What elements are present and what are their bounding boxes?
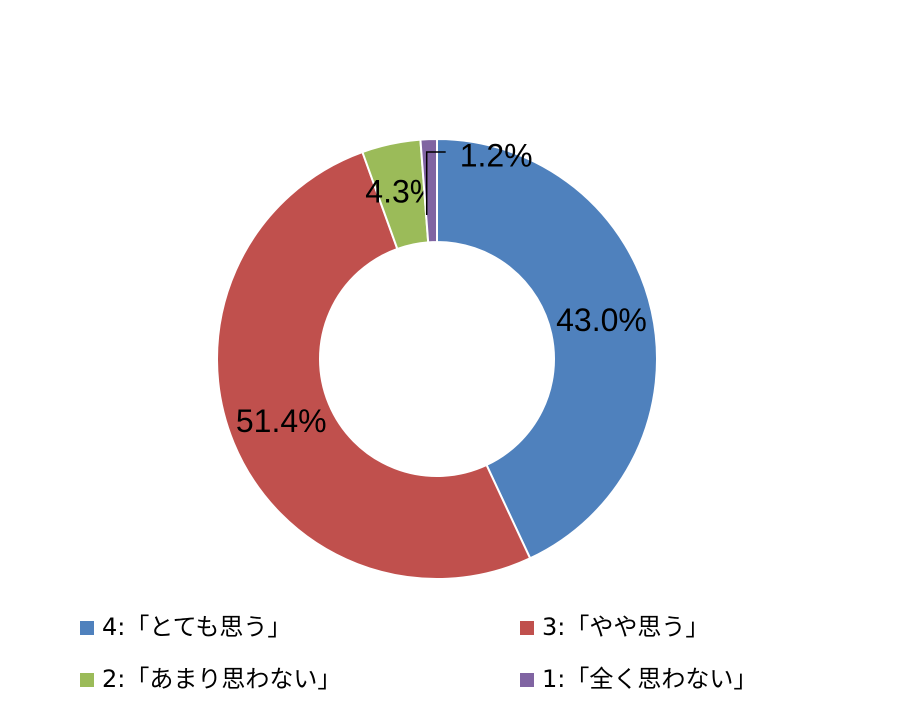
value-label: 43.0% [556,302,647,338]
value-label: 1.2% [460,137,533,173]
value-label: 51.4% [236,403,327,439]
legend-swatch [80,673,94,687]
legend-label: 3:「やや思う」 [542,613,709,641]
donut-slice [419,137,438,244]
donut-slice [436,137,658,560]
donut-slice [216,150,532,580]
legend-label: 4:「とても思う」 [102,613,291,641]
legend-label: 1:「全く思わない」 [542,665,757,693]
legend-swatch [520,621,534,635]
legend-label: 2:「あまり思わない」 [102,665,341,693]
leader-line [425,151,446,215]
legend-swatch [520,673,534,687]
legend-swatch [80,621,94,635]
